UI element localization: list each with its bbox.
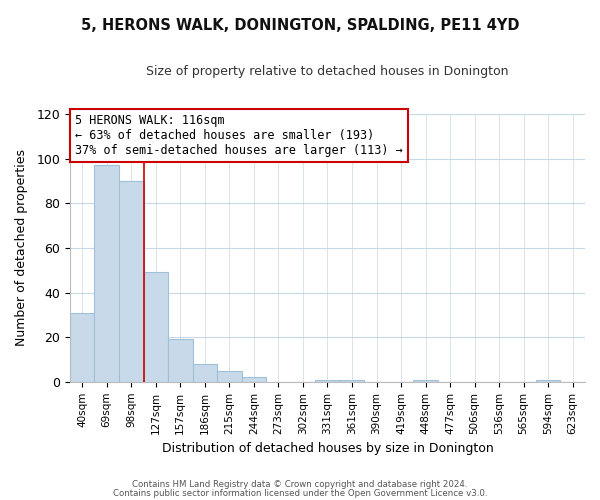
Bar xyxy=(242,378,266,382)
Bar xyxy=(94,165,119,382)
Bar xyxy=(119,181,143,382)
Bar xyxy=(70,312,94,382)
Bar xyxy=(536,380,560,382)
Bar xyxy=(217,370,242,382)
Title: Size of property relative to detached houses in Donington: Size of property relative to detached ho… xyxy=(146,65,509,78)
Bar xyxy=(168,340,193,382)
Text: 5 HERONS WALK: 116sqm
← 63% of detached houses are smaller (193)
37% of semi-det: 5 HERONS WALK: 116sqm ← 63% of detached … xyxy=(75,114,403,157)
Text: Contains public sector information licensed under the Open Government Licence v3: Contains public sector information licen… xyxy=(113,488,487,498)
X-axis label: Distribution of detached houses by size in Donington: Distribution of detached houses by size … xyxy=(161,442,493,455)
Bar xyxy=(143,272,168,382)
Bar xyxy=(315,380,340,382)
Y-axis label: Number of detached properties: Number of detached properties xyxy=(15,150,28,346)
Bar xyxy=(340,380,364,382)
Text: Contains HM Land Registry data © Crown copyright and database right 2024.: Contains HM Land Registry data © Crown c… xyxy=(132,480,468,489)
Bar xyxy=(413,380,438,382)
Text: 5, HERONS WALK, DONINGTON, SPALDING, PE11 4YD: 5, HERONS WALK, DONINGTON, SPALDING, PE1… xyxy=(81,18,519,32)
Bar xyxy=(193,364,217,382)
